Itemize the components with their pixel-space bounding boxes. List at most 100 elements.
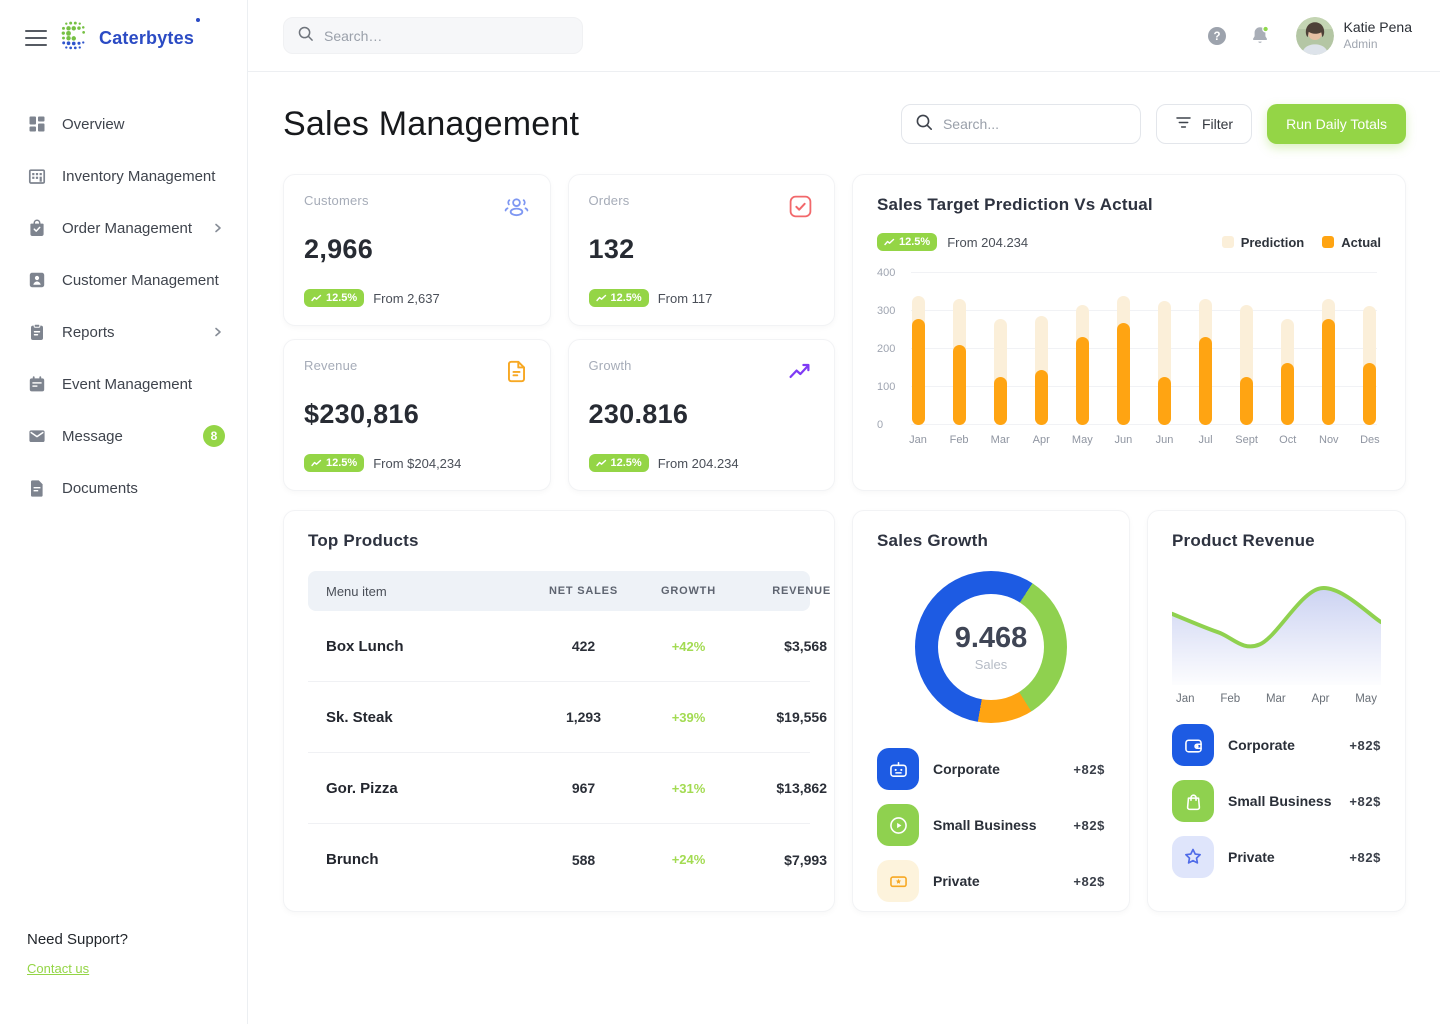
bar-x-label: May — [1071, 434, 1093, 446]
sidebar-item-overview[interactable]: Overview — [0, 98, 247, 150]
global-search-input[interactable] — [324, 27, 569, 44]
user-role: Admin — [1343, 36, 1378, 51]
sidebar-item-event-management[interactable]: Event Management — [0, 358, 247, 410]
notifications-bell-icon[interactable] — [1248, 24, 1272, 48]
product-net-sales: 1,293 — [565, 709, 602, 725]
bar-x-label: Feb — [949, 434, 969, 446]
inventory-icon — [27, 166, 47, 186]
user-menu[interactable]: Katie Pena Admin — [1295, 16, 1413, 55]
legend-value: +82$ — [1349, 793, 1381, 809]
menu-toggle-icon[interactable] — [25, 30, 47, 46]
product-net-sales: 967 — [571, 780, 596, 796]
product-revenue: $19,556 — [776, 709, 827, 725]
avatar — [1295, 16, 1334, 55]
product-revenue: $3,568 — [784, 638, 827, 654]
help-button[interactable]: ? — [1206, 25, 1228, 47]
bar-x-label: Jan — [909, 434, 927, 446]
stat-card-revenue: Revenue $230,816 12.5% From $204,234 — [283, 339, 551, 491]
sidebar-item-label: Event Management — [62, 375, 193, 393]
actual-bar — [1240, 376, 1254, 425]
page-search[interactable] — [900, 104, 1141, 144]
legend-label: Small Business — [1228, 793, 1332, 809]
ticket-icon — [877, 860, 919, 902]
product-name: Brunch — [326, 851, 379, 868]
content: Sales Management Filter Run Da — [248, 72, 1440, 912]
sales-growth-legend: Corporate +82$ Small Business +82$ Private +8… — [877, 741, 1105, 909]
actual-bar — [911, 318, 925, 425]
sidebar-item-documents[interactable]: Documents — [0, 462, 247, 514]
bar-group-jun-5: Jun — [1115, 273, 1132, 446]
brand-name: Caterbytes — [99, 27, 195, 48]
trend-badge: 12.5% — [588, 454, 649, 472]
bar-x-label: Apr — [1032, 434, 1050, 446]
contact-us-link[interactable]: Contact us — [27, 961, 90, 976]
sidebar-item-message[interactable]: Message 8 — [0, 410, 247, 462]
topbar: ? Katie Pena Admin — [248, 0, 1440, 72]
legend-value: +82$ — [1349, 849, 1381, 865]
legend-label: Private — [1228, 849, 1275, 865]
actual-bar — [1199, 336, 1213, 425]
bar-group-jan-0: Jan — [909, 273, 927, 446]
svg-text:?: ? — [1213, 31, 1220, 43]
play-circle-icon — [877, 804, 919, 846]
table-header: Menu item NET SALES GROWTH REVENUE — [308, 571, 830, 611]
stat-from: From 117 — [657, 290, 713, 306]
sidebar-item-label: Documents — [62, 479, 138, 497]
check-square-icon — [787, 193, 814, 225]
actual-bar — [1075, 336, 1089, 425]
stat-from: From $204,234 — [373, 455, 462, 471]
user-name: Katie Pena — [1343, 19, 1413, 36]
legend-label: Corporate — [933, 761, 1000, 777]
actual-bar — [1322, 318, 1336, 425]
sidebar-item-reports[interactable]: Reports — [0, 306, 247, 358]
product-row-2: Gor. Pizza 967 +31% $13,862 — [308, 753, 827, 824]
sales-growth-card: Sales Growth 9.468 Sales Corporate +82$ Sm… — [852, 510, 1130, 912]
star-icon — [1172, 836, 1214, 878]
overview-icon — [27, 114, 47, 134]
brand-logo[interactable]: Caterbytes — [60, 18, 201, 56]
sidebar-item-order-management[interactable]: Order Management — [0, 202, 247, 254]
bar-x-label: Jul — [1198, 434, 1213, 446]
bar-group-may-4: May — [1072, 273, 1093, 446]
search-icon — [297, 25, 314, 47]
sidebar-item-customer-management[interactable]: Customer Management — [0, 254, 247, 306]
bar-x-label: Jun — [1155, 434, 1174, 446]
product-name: Box Lunch — [326, 637, 404, 655]
legend-row-corporate: Corporate +82$ — [1172, 717, 1381, 773]
page-search-input[interactable] — [942, 116, 1127, 132]
bar-group-sept-8: Sept — [1235, 273, 1258, 446]
documents-icon — [27, 478, 47, 498]
topbar-actions: ? Katie Pena Admin — [1206, 16, 1413, 55]
legend-value: +82$ — [1349, 737, 1381, 753]
filter-button[interactable]: Filter — [1155, 104, 1253, 144]
product-row-1: Sk. Steak 1,293 +39% $19,556 — [308, 682, 827, 753]
bar-x-label: Nov — [1319, 434, 1339, 446]
sidebar-header: Caterbytes — [0, 0, 247, 56]
sales-growth-donut: 9.468 Sales — [915, 571, 1067, 723]
sidebar-item-label: Message — [62, 427, 123, 445]
run-daily-totals-button[interactable]: Run Daily Totals — [1267, 104, 1406, 144]
legend-row-private: Private +82$ — [877, 853, 1105, 909]
product-net-sales: 422 — [571, 638, 596, 654]
stat-label: Growth — [588, 358, 632, 373]
bottom-section: Top Products Menu item NET SALES GROWTH … — [283, 510, 1406, 912]
top-products-card: Top Products Menu item NET SALES GROWTH … — [283, 510, 835, 912]
donut-ring — [915, 571, 1067, 723]
brand-dot — [196, 18, 201, 22]
global-search[interactable] — [283, 17, 583, 54]
bar-x-label: Oct — [1279, 434, 1297, 446]
product-growth: +39% — [671, 709, 706, 725]
product-revenue-legend: Corporate +82$ Small Business +82$ Private +8… — [1172, 717, 1381, 885]
legend-row-private: Private +82$ — [1172, 829, 1381, 885]
chart-bars: Jan Feb Mar Apr May Jun Jun Jul Sept Oct Nov Des — [909, 273, 1380, 446]
sidebar-item-inventory-management[interactable]: Inventory Management — [0, 150, 247, 202]
stat-card-orders: Orders 132 12.5% From 117 — [567, 174, 835, 326]
stat-label: Orders — [588, 193, 630, 208]
order-icon — [27, 218, 47, 238]
product-revenue-card: Product Revenue Jan Feb — [1147, 510, 1406, 912]
message-icon — [27, 426, 47, 446]
legend-value: +82$ — [1073, 761, 1105, 777]
sales-target-chart-card: Sales Target Prediction Vs Actual 12.5% … — [852, 174, 1406, 491]
legend-row-small-business: Small Business +82$ — [877, 797, 1105, 853]
product-name: Sk. Steak — [326, 708, 393, 726]
